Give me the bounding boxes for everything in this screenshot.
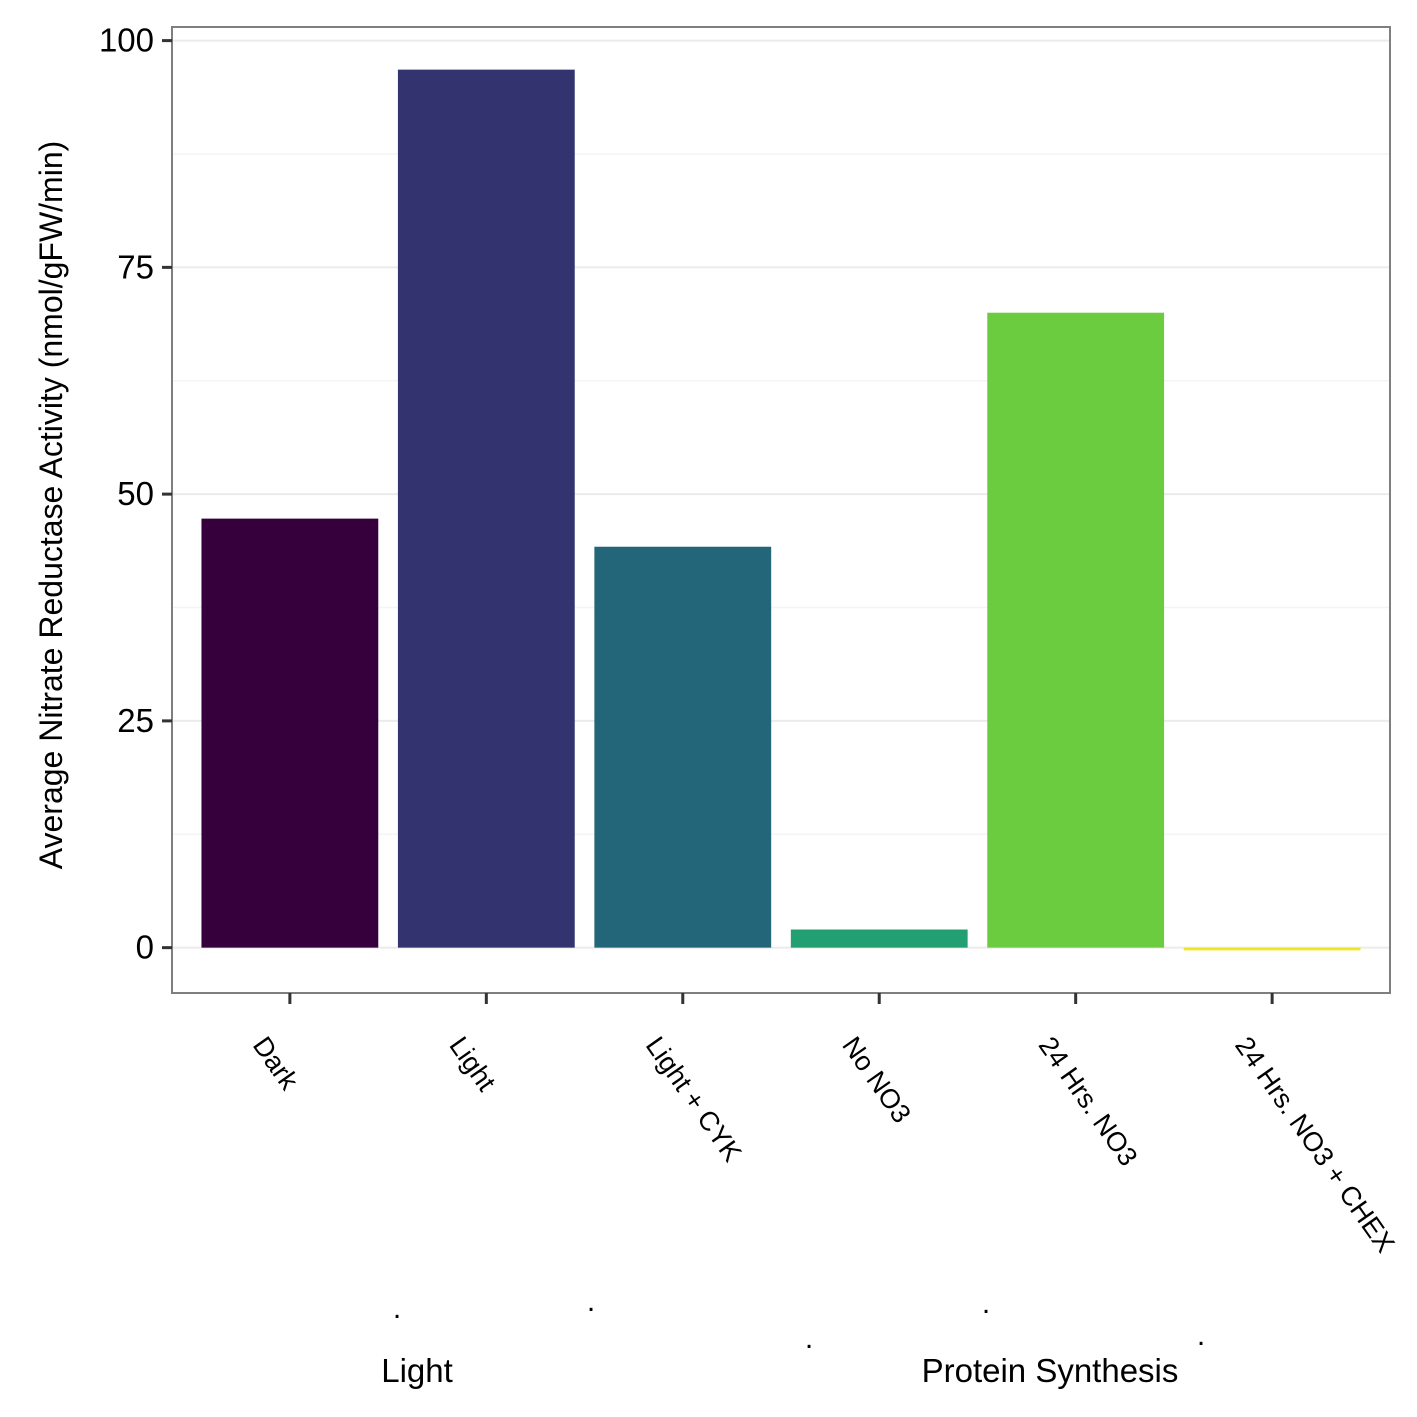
group-annotations: . . . . . Light Protein Synthesis [381,1285,1205,1389]
bar [987,312,1165,948]
group-label-light: Light [381,1352,453,1389]
y-axis-title: Average Nitrate Reductase Activity (nmol… [33,141,69,870]
y-axis: 0 25 50 75 100 [99,22,172,966]
bar [790,929,968,948]
dot-mark: . [982,1287,990,1320]
bars [201,69,1361,951]
x-tick-label: No NO3 [836,1031,917,1128]
dot-mark: . [805,1322,813,1355]
bar [201,518,379,948]
y-tick-label: 0 [136,929,154,966]
y-tick-label: 100 [99,22,154,59]
plot-border [171,26,1391,994]
group-label-protein-synthesis: Protein Synthesis [922,1352,1179,1389]
x-tick-label: Dark [247,1031,305,1095]
x-axis: Dark Light Light + CYK No NO3 24 Hrs. NO3 24 … [247,993,1401,1258]
x-tick-label: 24 Hrs. NO3 + CHEX [1229,1031,1400,1258]
dot-mark: . [587,1285,595,1318]
dot-mark: . [393,1292,401,1325]
y-tick-label: 25 [117,702,154,739]
bar [1183,947,1361,951]
x-tick-label: Light + CYK [640,1031,748,1167]
bar [594,546,772,948]
x-tick-label: 24 Hrs. NO3 [1033,1031,1144,1171]
y-tick-label: 75 [117,248,154,285]
x-tick-label: Light [443,1031,501,1097]
bar [397,69,575,948]
dot-mark: . [1197,1319,1205,1352]
y-tick-label: 50 [117,475,154,512]
gridlines [172,39,1390,949]
